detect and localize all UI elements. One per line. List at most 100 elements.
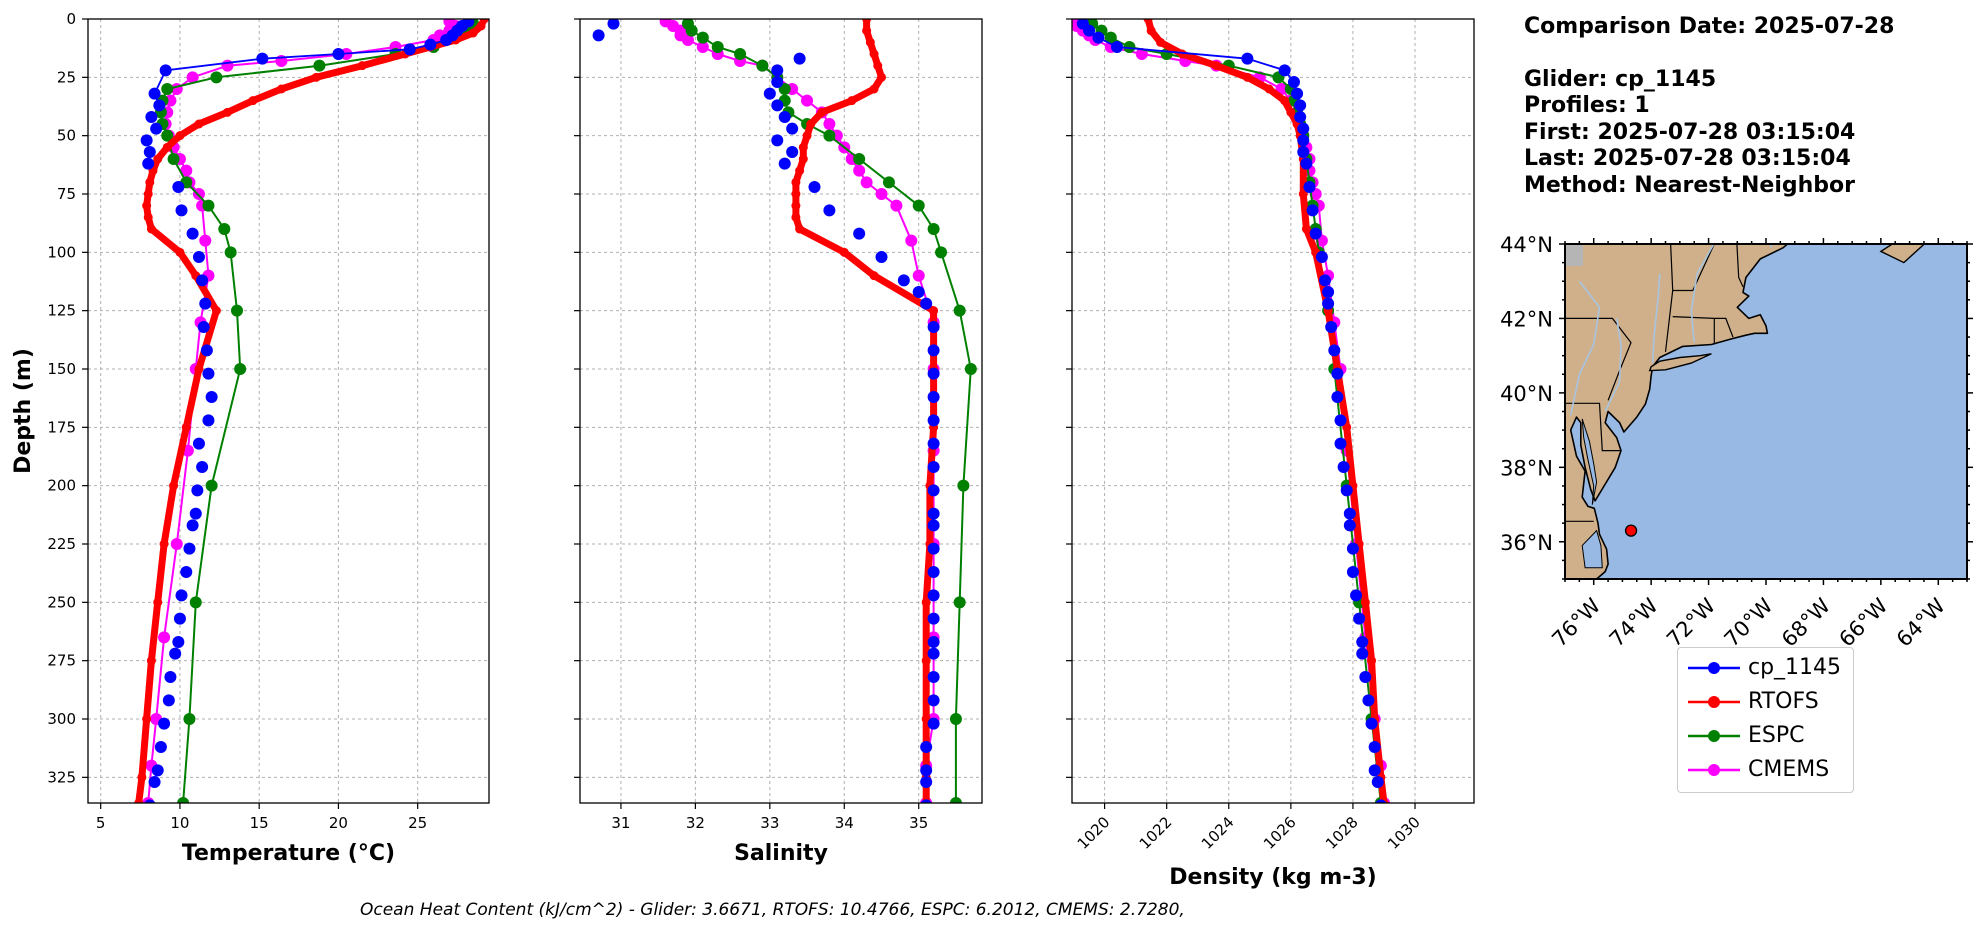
- legend-swatch-glider: [1688, 662, 1740, 674]
- series-layer: [592, 19, 977, 803]
- data-point: [862, 19, 872, 24]
- lat-label: 44°N: [1500, 233, 1553, 257]
- data-point: [786, 146, 799, 158]
- lon-label: 76°W: [1547, 593, 1605, 651]
- map-panel: 36°N 38°N 40°N 42°N 44°N 76°W 74°W 72°W 70°W 68°W…: [1500, 233, 1973, 652]
- data-point: [476, 21, 486, 31]
- data-point: [681, 34, 694, 46]
- data-point: [189, 507, 202, 520]
- data-point: [927, 414, 940, 427]
- x-tick-label: 33: [760, 814, 779, 832]
- data-point: [1135, 48, 1148, 60]
- info-block: Comparison Date: 2025-07-28 Glider: cp_1…: [1524, 14, 1894, 199]
- data-point: [210, 71, 223, 84]
- grid: [1072, 18, 1474, 803]
- data-point: [1155, 37, 1165, 47]
- series-line: [1144, 19, 1388, 803]
- legend-swatch-rtofs: [1688, 696, 1740, 708]
- data-point: [170, 538, 183, 550]
- data-point: [927, 519, 940, 532]
- data-point: [1362, 694, 1375, 707]
- data-point: [1325, 321, 1338, 333]
- series-cmems: [659, 19, 940, 803]
- legend: cp_1145 RTOFS ESPC CMEMS: [1677, 647, 1854, 793]
- data-point: [801, 94, 814, 107]
- data-point: [424, 38, 437, 51]
- data-point: [1375, 799, 1387, 803]
- data-point: [145, 177, 155, 187]
- data-point: [230, 304, 243, 317]
- data-point: [194, 364, 204, 374]
- data-point: [186, 519, 199, 532]
- ocean-heat-content: Ocean Heat Content (kJ/cm^2) - Glider: 3…: [360, 900, 1185, 920]
- data-point: [808, 181, 821, 193]
- data-point: [154, 741, 167, 753]
- data-point: [927, 321, 940, 333]
- data-point: [148, 776, 161, 788]
- x-axis-label: Density (kg m-3): [1169, 865, 1377, 890]
- data-point: [711, 41, 724, 53]
- y-tick-label: 325: [47, 768, 76, 786]
- data-point: [875, 188, 888, 200]
- data-point: [795, 166, 805, 176]
- data-point: [873, 61, 883, 71]
- data-point: [1331, 367, 1344, 380]
- y-tick-label: 50: [57, 127, 76, 145]
- data-point: [793, 52, 806, 65]
- data-point: [771, 76, 784, 88]
- data-point: [192, 251, 205, 263]
- lon-label: 74°W: [1605, 593, 1663, 651]
- series-rtofs: [791, 19, 939, 803]
- x-tick-label: 1020: [1074, 813, 1114, 853]
- data-point: [196, 274, 209, 287]
- data-point: [1365, 717, 1378, 730]
- lat-label: 42°N: [1500, 307, 1553, 331]
- data-point: [685, 24, 698, 37]
- data-point: [311, 72, 321, 82]
- pamlico-sound: [1581, 529, 1603, 569]
- data-point: [927, 589, 940, 602]
- data-point: [140, 134, 153, 147]
- data-point: [134, 798, 144, 803]
- data-point: [175, 247, 185, 257]
- data-point: [1340, 484, 1353, 497]
- data-point: [313, 59, 326, 72]
- data-point: [1104, 31, 1117, 44]
- data-point: [786, 122, 799, 135]
- data-point: [927, 391, 940, 403]
- data-point: [823, 129, 836, 142]
- data-point: [771, 64, 784, 77]
- lat-label: 38°N: [1500, 456, 1553, 480]
- x-axis-label: Temperature (°C): [182, 841, 395, 866]
- data-point: [1371, 776, 1384, 788]
- river: [1604, 318, 1622, 412]
- data-point: [150, 122, 163, 135]
- data-point: [224, 246, 237, 259]
- lat-label: 40°N: [1500, 382, 1553, 406]
- x-tick-label: 35: [909, 814, 928, 832]
- x-tick-label: 31: [611, 814, 630, 832]
- data-point: [1111, 41, 1124, 53]
- long-island: [1648, 353, 1712, 372]
- data-point: [798, 142, 808, 152]
- data-point: [791, 212, 801, 222]
- y-tick-label: 150: [47, 360, 76, 378]
- data-point: [211, 306, 221, 316]
- data-point: [468, 28, 478, 38]
- data-point: [823, 118, 836, 130]
- data-point: [146, 224, 156, 234]
- series-rtofs: [1143, 19, 1389, 803]
- data-point: [1353, 612, 1366, 625]
- data-point: [192, 437, 205, 450]
- salinity-panel: 31 32 33 34 35 Salinity: [574, 18, 983, 866]
- lake-ontario: [1565, 244, 1583, 266]
- series-rtofs: [134, 19, 489, 803]
- y-axis-label: Depth (m): [11, 348, 36, 474]
- data-point: [1356, 647, 1369, 660]
- data-point: [202, 199, 215, 212]
- first-time: First: 2025-07-28 03:15:04: [1524, 119, 1856, 145]
- data-point: [143, 146, 156, 158]
- data-point: [1300, 157, 1313, 170]
- data-point: [862, 26, 872, 36]
- data-point: [159, 539, 169, 549]
